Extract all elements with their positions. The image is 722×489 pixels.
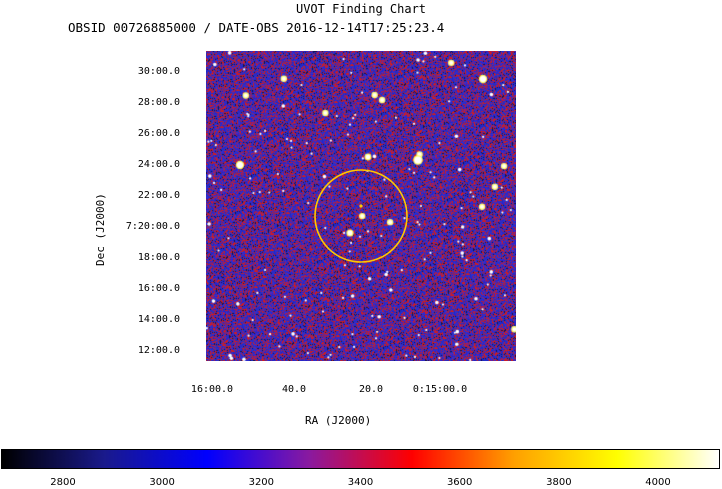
chart-subtitle: OBSID 00726885000 / DATE-OBS 2016-12-14T… bbox=[68, 20, 445, 35]
colorbar-tick-label: 3800 bbox=[546, 477, 572, 488]
y-axis-label: Dec (J2000) bbox=[94, 193, 107, 266]
chart-title: UVOT Finding Chart bbox=[295, 2, 427, 16]
y-tick-label: 26:00.0 bbox=[137, 128, 180, 139]
y-tick-label: 28:00.0 bbox=[137, 97, 180, 108]
y-tick-label: 24:00.0 bbox=[137, 159, 180, 170]
colorbar-tick-label: 4000 bbox=[645, 477, 671, 488]
y-tick-label: 16:00.0 bbox=[137, 283, 180, 294]
colorbar-tick-label: 3200 bbox=[248, 477, 275, 488]
y-tick-label: 18:00.0 bbox=[137, 252, 180, 263]
colorbar-tick-label: 2800 bbox=[50, 477, 76, 488]
image-overlay bbox=[314, 169, 408, 263]
y-tick-label: 7:20:00.0 bbox=[125, 221, 180, 232]
colorbar-tick-label: 3000 bbox=[149, 477, 175, 488]
source-region-circle bbox=[314, 169, 408, 263]
colorbar bbox=[1, 449, 720, 469]
y-tick-label: 12:00.0 bbox=[137, 345, 180, 356]
x-tick-label: 16:00.0 bbox=[190, 384, 234, 395]
y-tick-label: 14:00.0 bbox=[137, 314, 180, 325]
x-tick-label: 0:15:00.0 bbox=[412, 384, 468, 395]
colorbar-tick-label: 3400 bbox=[347, 477, 374, 488]
x-axis-label: RA (J2000) bbox=[305, 414, 372, 427]
x-tick-label: 40.0 bbox=[281, 384, 307, 395]
colorbar-tick-label: 3600 bbox=[446, 477, 473, 488]
y-tick-label: 22:00.0 bbox=[137, 190, 180, 201]
source-center-marker bbox=[359, 204, 363, 208]
x-tick-label: 20.0 bbox=[358, 384, 384, 395]
y-tick-label: 30:00.0 bbox=[137, 66, 180, 77]
